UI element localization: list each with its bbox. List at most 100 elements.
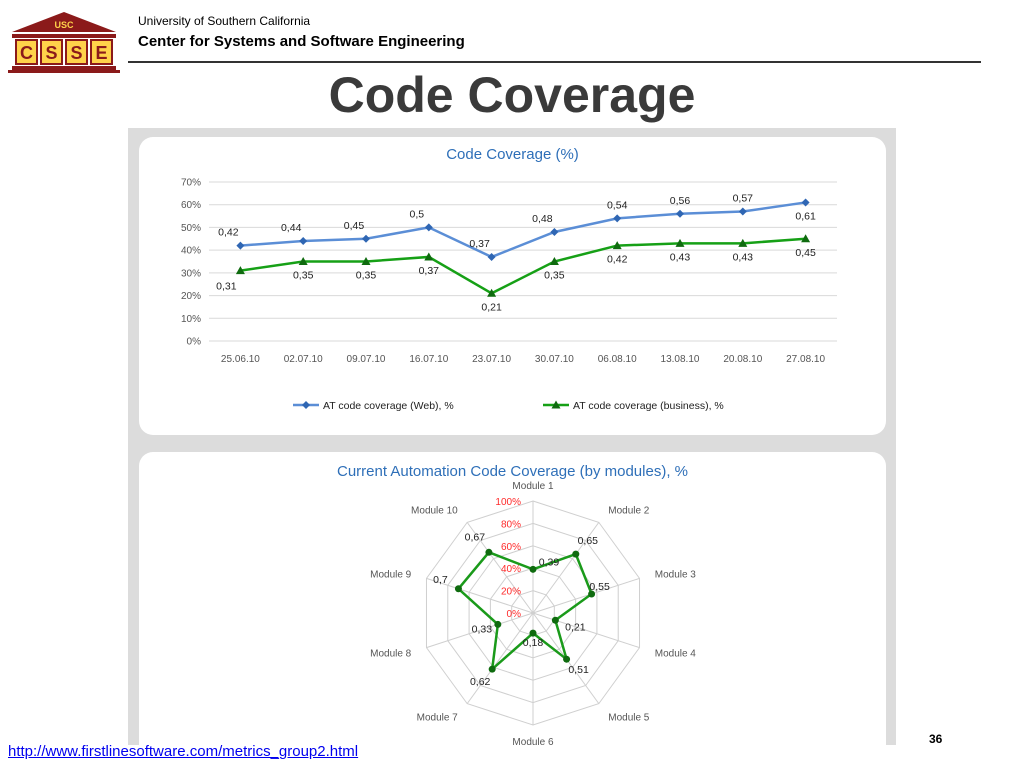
y-tick-label: 0% [187, 337, 202, 348]
logo-letter-box [40, 39, 63, 65]
data-point-business [487, 288, 497, 297]
data-point-business [235, 266, 245, 275]
radar-data-point [551, 616, 559, 624]
radar-data-point [454, 585, 462, 593]
radar-category-label: Module 10 [411, 505, 458, 516]
slide-title: Code Coverage [328, 67, 696, 123]
line-chart-card: Code Coverage (%) 0% 10% 20% 30% 40% 50% 60% 70… [139, 137, 886, 435]
data-label-business: 0,43 [670, 251, 691, 263]
radar-data-point [488, 665, 496, 673]
data-point-business [801, 234, 811, 243]
radar-category-label: Module 1 [512, 481, 554, 492]
data-label-web: 0,45 [344, 220, 365, 232]
radar-tick-label: 40% [501, 564, 521, 575]
x-tick-label: 30.07.10 [535, 354, 574, 365]
x-tick-label: 25.06.10 [221, 354, 260, 365]
radar-chart-card: Current Automation Code Coverage (by mod… [139, 452, 886, 752]
data-label-business: 0,35 [544, 270, 565, 282]
data-point-business [612, 241, 622, 250]
data-label-web: 0,61 [795, 210, 816, 222]
radar-tick-label: 100% [495, 497, 521, 508]
radar-data-label: 0,67 [465, 531, 486, 543]
source-link[interactable]: http://www.firstlinesoftware.com/metrics… [8, 743, 359, 760]
radar-data-label: 0,18 [523, 637, 544, 649]
radar-data-label: 0,51 [568, 664, 589, 676]
logo-letter-box [65, 39, 88, 65]
data-label-business: 0,35 [293, 270, 314, 282]
radar-category-label: Module 7 [417, 713, 459, 724]
data-point-web [550, 227, 559, 236]
radar-tick-label: 80% [501, 519, 521, 530]
radar-spoke [426, 612, 534, 649]
radar-chart-title: Current Automation Code Coverage (by mod… [336, 463, 688, 480]
page-number: 36 [929, 732, 943, 746]
data-point-business [298, 257, 308, 265]
radar-tick-label: 20% [501, 587, 521, 598]
radar-tick-label: 0% [507, 609, 522, 620]
y-tick-label: 60% [181, 200, 201, 211]
radar-data-label: 0,62 [470, 676, 491, 688]
radar-data-point [494, 620, 502, 628]
series-line-web [240, 201, 806, 259]
radar-data-point [485, 548, 493, 556]
radar-category-label: Module 9 [370, 569, 412, 580]
data-label-business: 0,45 [795, 247, 816, 259]
logo-letter-box [15, 39, 38, 65]
data-point-business [675, 238, 685, 247]
radar-category-label: Module 3 [655, 569, 697, 580]
radar-spoke [466, 522, 534, 614]
x-tick-label: 27.08.10 [786, 354, 825, 365]
data-label-web: 0,37 [469, 238, 490, 250]
data-point-business [549, 257, 559, 265]
radar-data-label: 0,7 [433, 574, 448, 586]
data-point-web [738, 207, 747, 216]
logo-letter: E [95, 43, 107, 63]
radar-spoke [532, 577, 640, 614]
data-point-web [676, 209, 684, 218]
radar-category-label: Module 4 [655, 649, 697, 660]
data-point-web [613, 214, 622, 223]
logo-letter: C [20, 43, 33, 63]
logo-usc-text: USC [54, 20, 74, 30]
radar-spoke [532, 522, 600, 614]
series-line-business [240, 237, 806, 295]
radar-data-label: 0,39 [539, 556, 560, 568]
radar-data-label: 0,65 [578, 535, 599, 547]
radar-data-label: 0,21 [565, 621, 586, 633]
logo-letter: S [70, 43, 82, 63]
data-label-web: 0,48 [532, 213, 553, 225]
radar-category-label: Module 5 [608, 713, 650, 724]
radar-data-label: 0,55 [589, 581, 610, 593]
radar-spoke [426, 577, 534, 614]
data-point-business [424, 252, 434, 261]
radar-chart: Module 1 Module 2 Module 3 Module 4 Module 5… [370, 481, 697, 748]
line-chart: 0% 10% 20% 30% 40% 50% 60% 70% 25.06.10 02.07.10 0… [181, 178, 837, 412]
x-tick-label: 16.07.10 [409, 354, 448, 365]
data-label-web: 0,42 [218, 227, 239, 239]
data-point-web [801, 198, 810, 207]
data-point-web [487, 252, 496, 261]
data-point-web [299, 237, 308, 246]
data-label-business: 0,37 [419, 265, 440, 277]
radar-spoke [466, 612, 534, 704]
x-tick-label: 23.07.10 [472, 354, 511, 365]
y-tick-label: 50% [181, 223, 201, 234]
y-tick-label: 70% [181, 178, 201, 189]
legend-label: AT code coverage (business), % [573, 400, 724, 412]
radar-category-label: Module 6 [512, 737, 554, 748]
x-tick-label: 02.07.10 [284, 354, 323, 365]
university-name: University of Southern California [138, 14, 311, 28]
data-label-business: 0,21 [481, 301, 502, 313]
header-divider [128, 61, 981, 63]
data-point-web [362, 234, 370, 243]
radar-spoke [532, 612, 640, 649]
logo-letter: S [45, 43, 57, 63]
data-label-web: 0,57 [733, 193, 754, 205]
center-name: Center for Systems and Software Engineer… [138, 33, 465, 50]
data-point-business [361, 257, 371, 265]
radar-data-point [572, 550, 580, 558]
legend-marker [551, 400, 561, 409]
radar-data-point [529, 565, 537, 573]
data-label-business: 0,42 [607, 254, 628, 266]
